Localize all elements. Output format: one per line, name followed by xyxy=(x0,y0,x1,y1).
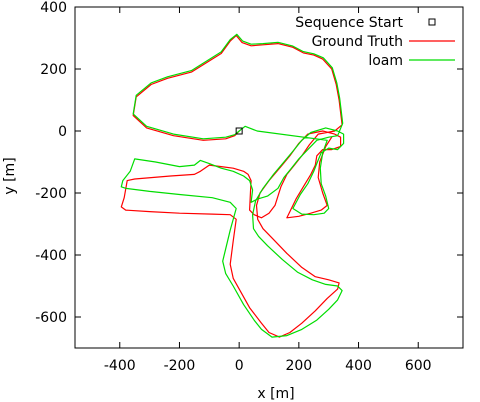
y-axis-label: y [m] xyxy=(2,157,18,194)
y-tick-label: -200 xyxy=(35,186,67,202)
series-layer xyxy=(120,33,345,338)
y-tick-label: 400 xyxy=(40,0,67,16)
series-line-loam xyxy=(120,33,345,338)
y-tick-label: 200 xyxy=(40,62,67,78)
x-tick-label: 0 xyxy=(235,358,244,374)
legend-label: loam xyxy=(368,53,403,69)
x-tick-label: -200 xyxy=(164,358,196,374)
series-line-ground-truth xyxy=(120,34,343,338)
x-axis-label: x [m] xyxy=(257,386,294,402)
y-tick-label: 0 xyxy=(58,124,67,140)
x-tick-label: 400 xyxy=(345,358,372,374)
y-tick-label: -600 xyxy=(35,310,67,326)
x-tick-label: 200 xyxy=(285,358,312,374)
legend-label: Sequence Start xyxy=(295,15,403,31)
legend-label: Ground Truth xyxy=(312,34,403,50)
axes: -400 -200 0 200 400 600 -600 -400 -200 0 200 400 xyxy=(35,0,464,374)
plot-frame xyxy=(74,6,464,349)
y-tick-label: -400 xyxy=(35,248,67,264)
x-tick-label: -400 xyxy=(104,358,136,374)
x-tick-label: 600 xyxy=(405,358,432,374)
legend: Sequence Start Ground Truth loam xyxy=(295,15,455,69)
legend-marker-sequence-start xyxy=(428,18,436,26)
sequence-start-marker xyxy=(235,127,243,135)
